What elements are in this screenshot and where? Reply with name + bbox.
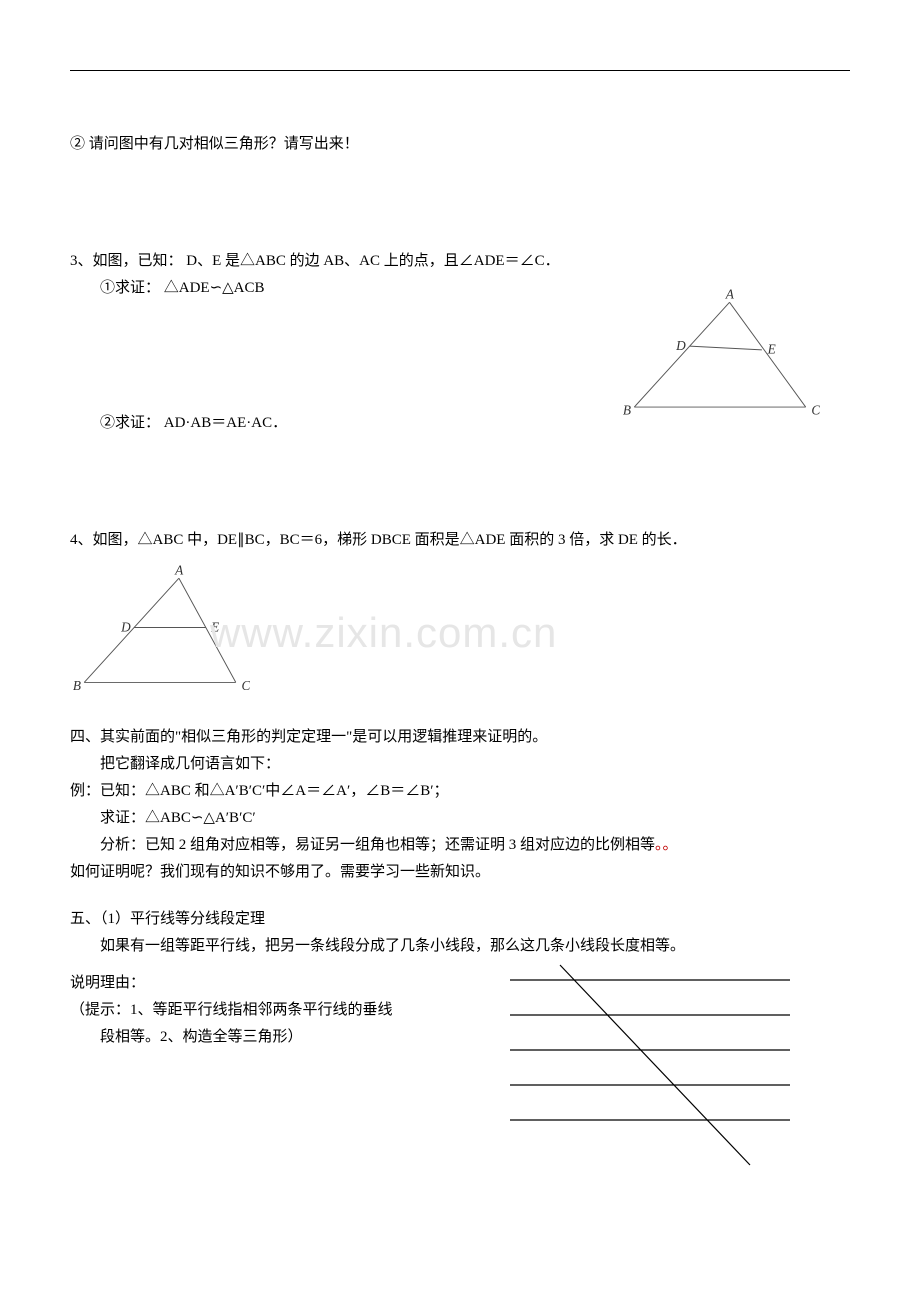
question-4: 4、如图，△ABC 中，DE∥BC，BC＝6，梯形 DBCE 面积是△ADE 面… bbox=[70, 527, 850, 684]
section-4: 四、其实前面的"相似三角形的判定定理一"是可以用逻辑推理来证明的。 把它翻译成几… bbox=[70, 724, 850, 886]
s4-reddot1: 。 bbox=[655, 837, 663, 853]
s4-line2: 把它翻译成几何语言如下： bbox=[100, 751, 850, 778]
svg-text:E: E bbox=[210, 619, 219, 634]
s4-line4: 求证：△ABC∽△A′B′C′ bbox=[100, 805, 850, 832]
question-2-part2: ② 请问图中有几对相似三角形？请写出来！ bbox=[70, 131, 850, 158]
q3-part1: ①求证： △ADE∽△ACB bbox=[100, 275, 570, 302]
question-3: 3、如图，已知： D、E 是△ABC 的边 AB、AC 上的点，且∠ADE＝∠C… bbox=[70, 248, 850, 437]
q3-part2: ②求证： AD·AB＝AE·AC． bbox=[100, 410, 570, 437]
svg-text:A: A bbox=[174, 564, 184, 577]
section-5: 五、（1）平行线等分线段定理 如果有一组等距平行线，把另一条线段分成了几条小线段… bbox=[70, 906, 850, 1051]
q3-intro: 3、如图，已知： D、E 是△ABC 的边 AB、AC 上的点，且∠ADE＝∠C… bbox=[70, 248, 570, 275]
s4-line5a: 分析：已知 2 组角对应相等，易证另一组角也相等；还需证明 3 组对应边的比例相… bbox=[100, 837, 655, 853]
s5-line1: 五、（1）平行线等分线段定理 bbox=[70, 906, 850, 933]
svg-text:A: A bbox=[725, 288, 735, 301]
parallel-lines-figure bbox=[490, 960, 820, 1160]
svg-text:C: C bbox=[241, 678, 250, 693]
s4-line1: 四、其实前面的"相似三角形的判定定理一"是可以用逻辑推理来证明的。 bbox=[70, 724, 850, 751]
svg-text:D: D bbox=[120, 619, 131, 634]
q2-text: ② 请问图中有几对相似三角形？请写出来！ bbox=[70, 136, 359, 152]
s5-line5: 段相等。2、构造全等三角形） bbox=[100, 1024, 470, 1051]
svg-text:C: C bbox=[811, 403, 820, 418]
q4-text: 4、如图，△ABC 中，DE∥BC，BC＝6，梯形 DBCE 面积是△ADE 面… bbox=[70, 527, 850, 554]
q3-triangle-figure: ABCDE bbox=[620, 288, 820, 408]
s5-line3: 说明理由： bbox=[70, 970, 470, 997]
svg-text:B: B bbox=[623, 403, 631, 418]
s4-line6: 如何证明呢？我们现有的知识不够用了。需要学习一些新知识。 bbox=[70, 859, 850, 886]
svg-text:B: B bbox=[73, 678, 81, 693]
q4-triangle-figure: ABCDE bbox=[70, 564, 250, 684]
s5-line2: 如果有一组等距平行线，把另一条线段分成了几条小线段，那么这几条小线段长度相等。 bbox=[100, 933, 850, 960]
s4-reddot2: 。 bbox=[663, 837, 678, 853]
s4-line5: 分析：已知 2 组角对应相等，易证另一组角也相等；还需证明 3 组对应边的比例相… bbox=[100, 832, 850, 859]
svg-text:E: E bbox=[767, 342, 776, 357]
svg-text:D: D bbox=[675, 338, 686, 353]
s5-line4: （提示：1、等距平行线指相邻两条平行线的垂线 bbox=[70, 997, 470, 1024]
s4-line3: 例：已知：△ABC 和△A′B′C′中∠A＝∠A′，∠B＝∠B′； bbox=[70, 778, 850, 805]
